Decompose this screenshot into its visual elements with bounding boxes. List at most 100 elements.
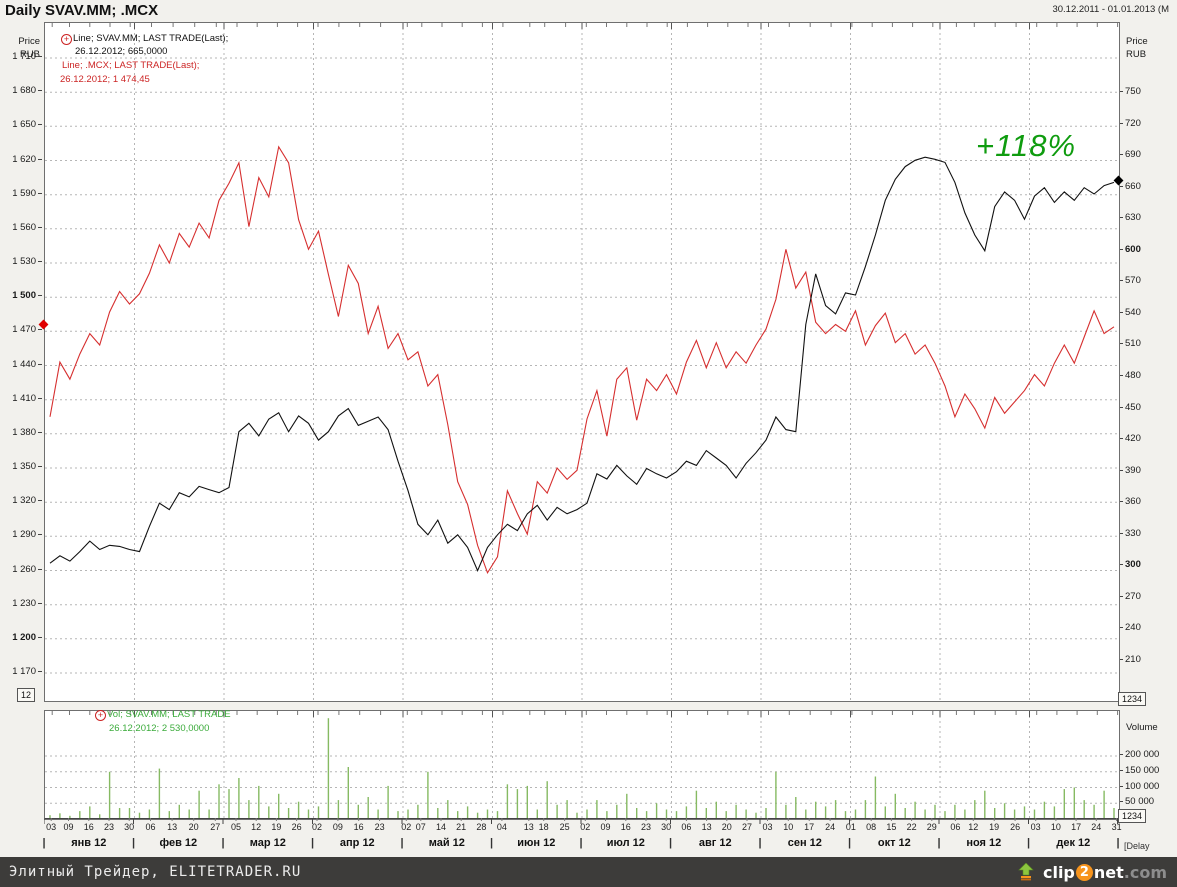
- day-label: 16: [353, 822, 364, 832]
- day-label: 06: [950, 822, 961, 832]
- legend-mcx[interactable]: Line; .MCX; LAST TRADE(Last);: [62, 60, 200, 71]
- axis-label: 1 320: [0, 495, 42, 506]
- axis-label: 690: [1119, 149, 1141, 160]
- day-label: 24: [825, 822, 836, 832]
- day-label: 09: [332, 822, 343, 832]
- day-label: 19: [271, 822, 282, 832]
- month-label: мар 12: [249, 837, 286, 849]
- axis-label: 510: [1119, 338, 1141, 349]
- month-separator: |: [847, 837, 852, 849]
- day-label: 10: [1050, 822, 1061, 832]
- axis-label: 1 410: [0, 393, 42, 404]
- month-label: июл 12: [606, 837, 645, 849]
- day-label: 19: [989, 822, 1000, 832]
- axis-label: 1 620: [0, 154, 42, 165]
- axis-label: 390: [1119, 465, 1141, 476]
- axis-label: 360: [1119, 496, 1141, 507]
- upload-arrow-icon: [1018, 863, 1034, 881]
- month-separator: |: [400, 837, 404, 849]
- volume-axis-header: Volume: [1126, 722, 1158, 733]
- axis-label: 1 200: [0, 632, 42, 643]
- day-label: 26: [291, 822, 302, 832]
- axis-label: 1 590: [0, 188, 42, 199]
- left-axis-header-rub: RUB: [19, 49, 40, 60]
- day-label: 12: [251, 822, 262, 832]
- day-label: 15: [886, 822, 897, 832]
- axis-label: 420: [1119, 433, 1141, 444]
- legend-volume[interactable]: + Vol; SVAV.MM; LAST TRADE: [95, 709, 231, 721]
- axis-label: 300: [1119, 559, 1141, 570]
- axis-label: 570: [1119, 275, 1141, 286]
- month-label: май 12: [428, 837, 465, 849]
- axis-label: 1 500: [0, 290, 42, 301]
- month-label: июн 12: [517, 837, 556, 849]
- pane-box-right-main[interactable]: 1234: [1118, 692, 1147, 706]
- day-label: 13: [523, 822, 534, 832]
- axis-label: 50 000: [1119, 796, 1154, 807]
- axis-label: 1 380: [0, 427, 42, 438]
- clip2net-watermark[interactable]: clip 2 net .com: [1018, 863, 1177, 882]
- month-separator: |: [131, 837, 136, 849]
- axis-label: 630: [1119, 212, 1141, 223]
- axis-label: 240: [1119, 622, 1141, 633]
- month-separator: |: [310, 837, 315, 849]
- month-label: авг 12: [698, 837, 732, 849]
- day-label: 02: [401, 822, 412, 832]
- month-separator: |: [221, 837, 225, 849]
- delay-label: [Delay: [1124, 841, 1150, 851]
- right-axis-header-rub: RUB: [1126, 49, 1147, 60]
- legend-svav[interactable]: + Line; SVAV.MM; LAST TRADE(Last);: [61, 33, 228, 45]
- x-axis-tickstrip: [44, 818, 1118, 825]
- axis-label: 100 000: [1119, 781, 1159, 792]
- month-separator: |: [1116, 837, 1120, 849]
- axis-label: 150 000: [1119, 765, 1159, 776]
- volume-plot-area[interactable]: [44, 710, 1120, 820]
- day-label: 07: [415, 822, 426, 832]
- page-title: Daily SVAV.MM; .MCX: [5, 2, 159, 19]
- month-separator: |: [42, 837, 46, 849]
- left-axis-header-price: Price: [18, 36, 40, 47]
- day-label: 29: [926, 822, 937, 832]
- month-label: апр 12: [339, 837, 375, 849]
- axis-label: 1 230: [0, 598, 42, 609]
- day-label: 06: [681, 822, 692, 832]
- day-label: 23: [103, 822, 115, 832]
- wm-two: 2: [1075, 863, 1093, 881]
- day-label: 30: [124, 822, 135, 832]
- day-label: 20: [188, 822, 199, 832]
- day-label: 10: [783, 822, 794, 832]
- day-label: 28: [476, 822, 487, 832]
- pane-box-left[interactable]: 12: [17, 688, 36, 702]
- date-range-label: 30.12.2011 - 01.01.2013 (M: [1052, 4, 1169, 15]
- day-label: 02: [311, 822, 323, 832]
- axis-label: 200 000: [1119, 749, 1159, 760]
- volume-chart-svg: [45, 711, 1119, 819]
- day-label: 04: [496, 822, 507, 832]
- axis-label: 1 350: [0, 461, 42, 472]
- month-separator: |: [668, 837, 673, 849]
- wm-clip: clip: [1042, 862, 1075, 882]
- indicator-marker-icon: +: [95, 710, 106, 721]
- day-label: 03: [762, 822, 773, 832]
- day-label: 17: [1071, 822, 1082, 832]
- axis-label: 1 260: [0, 564, 42, 575]
- day-label: 21: [456, 822, 467, 832]
- pane-box-right-volume[interactable]: 1234: [1118, 809, 1147, 823]
- axis-label: 1 710: [0, 51, 42, 62]
- right-axis-header-price: Price: [1126, 36, 1148, 47]
- price-plot-area[interactable]: [44, 22, 1120, 702]
- day-label: 09: [63, 822, 74, 832]
- day-label: 13: [167, 822, 178, 832]
- gain-annotation[interactable]: +118%: [976, 128, 1077, 163]
- axis-label: 1 530: [0, 256, 42, 267]
- legend-svav-value: 26.12.2012; 665,0000: [75, 46, 168, 57]
- wm-com: .com: [1123, 862, 1167, 882]
- month-separator: |: [937, 837, 941, 849]
- day-label: 23: [640, 822, 652, 832]
- wm-net: net: [1093, 862, 1124, 882]
- axis-label: 660: [1119, 181, 1141, 192]
- day-label: 17: [804, 822, 815, 832]
- day-label: 08: [866, 822, 877, 832]
- indicator-marker-icon: +: [61, 34, 72, 45]
- axis-label: 720: [1119, 118, 1141, 129]
